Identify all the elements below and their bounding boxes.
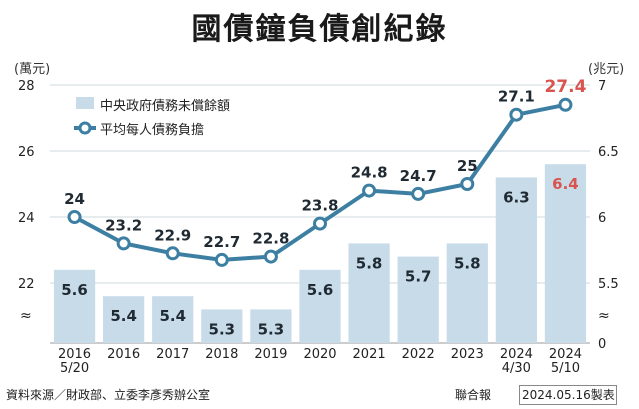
bar-value-label: 5.8 xyxy=(454,254,481,272)
line-value-label: 24.7 xyxy=(400,167,437,185)
bar-debt xyxy=(201,309,243,343)
x-tick-label: 2022 xyxy=(402,347,435,362)
bar-value-label: 5.6 xyxy=(307,281,334,299)
line-point xyxy=(460,177,475,191)
right-tick-label: 7 xyxy=(598,79,606,94)
line-value-label: 22.8 xyxy=(252,230,289,248)
line-value-label: 22.7 xyxy=(203,233,240,251)
right-tick-label: 6.5 xyxy=(598,145,619,160)
source-note: 資料來源／財政部、立委李彥秀辦公室 xyxy=(6,388,211,402)
bar-value-label: 5.3 xyxy=(209,320,236,338)
x-tick-label: 5/10 xyxy=(551,361,580,376)
bar-debt xyxy=(53,269,96,343)
page-title: 國債鐘負債創紀錄 xyxy=(191,12,448,47)
line-point xyxy=(67,210,82,224)
bar-value-label: 5.8 xyxy=(356,254,383,272)
publisher-label: 聯合報 xyxy=(455,388,492,402)
x-tick-label: 5/20 xyxy=(60,361,89,376)
x-tick-label: 2023 xyxy=(451,347,484,362)
line-value-label: 24.8 xyxy=(351,164,388,182)
line-point xyxy=(116,236,131,251)
bar-debt xyxy=(299,269,341,343)
line-point xyxy=(165,246,180,261)
bar-debt xyxy=(495,177,537,343)
line-point xyxy=(509,107,524,122)
bar-debt xyxy=(544,164,587,343)
line-point xyxy=(313,216,327,231)
made-date: 2024.05.16製表 xyxy=(522,388,615,402)
line-point xyxy=(362,183,377,198)
line-point xyxy=(411,186,426,201)
bar-value-label: 5.4 xyxy=(110,307,137,325)
x-tick-label: 2018 xyxy=(205,347,238,362)
line-point xyxy=(558,97,573,112)
right-tick-label: 6 xyxy=(598,211,606,226)
bar-debt xyxy=(103,296,145,343)
bar-debt xyxy=(348,243,390,343)
left-axis-unit: (萬元) xyxy=(14,62,51,77)
legend-line-marker xyxy=(78,121,92,135)
bar-value-label: 5.3 xyxy=(258,320,285,338)
line-value-label: 24 xyxy=(64,190,85,208)
bar-debt xyxy=(152,296,194,343)
line-value-label: 27.4 xyxy=(544,77,586,97)
x-tick-label: 2017 xyxy=(156,347,189,362)
left-axis-break: ≈ xyxy=(20,308,32,324)
right-axis-unit: (兆元) xyxy=(588,62,625,77)
line-value-label: 23.8 xyxy=(301,197,338,215)
left-tick-label: 26 xyxy=(18,145,35,160)
x-tick-label: 2019 xyxy=(254,347,287,362)
line-value-label: 23.2 xyxy=(105,216,142,234)
legend-bar-swatch xyxy=(76,97,94,109)
x-tick-label: 2016 xyxy=(107,347,140,362)
line-point xyxy=(214,252,229,267)
legend-bar-label: 中央政府債務未償餘額 xyxy=(100,99,231,114)
x-tick-label: 2016 xyxy=(58,347,91,362)
x-tick-label: 2024 xyxy=(549,347,582,362)
right-tick-label: 0 xyxy=(598,337,606,352)
date-box xyxy=(519,385,617,405)
bar-debt xyxy=(446,243,488,343)
bar-value-label: 5.7 xyxy=(405,268,432,286)
legend-line-label: 平均每人債務負擔 xyxy=(100,123,205,138)
bar-value-label: 6.3 xyxy=(503,188,530,206)
bar-value-label: 5.4 xyxy=(159,307,186,325)
x-tick-label: 4/30 xyxy=(502,361,531,376)
right-tick-label: 5.5 xyxy=(598,277,619,292)
left-tick-label: 28 xyxy=(18,79,35,94)
left-tick-label: 24 xyxy=(18,211,35,226)
line-value-label: 22.9 xyxy=(154,226,191,244)
left-tick-label: 22 xyxy=(18,277,35,292)
right-axis-break: ≈ xyxy=(598,308,610,324)
line-point xyxy=(263,249,278,264)
bar-value-label: 6.4 xyxy=(552,175,579,193)
line-value-label: 25 xyxy=(457,157,478,175)
x-tick-label: 2021 xyxy=(353,347,386,362)
bar-debt xyxy=(250,309,292,343)
line-value-label: 27.1 xyxy=(498,88,535,106)
bar-debt xyxy=(397,256,439,343)
bar-value-label: 5.6 xyxy=(61,281,88,299)
x-tick-label: 2020 xyxy=(303,347,336,362)
x-tick-label: 2024 xyxy=(500,347,533,362)
